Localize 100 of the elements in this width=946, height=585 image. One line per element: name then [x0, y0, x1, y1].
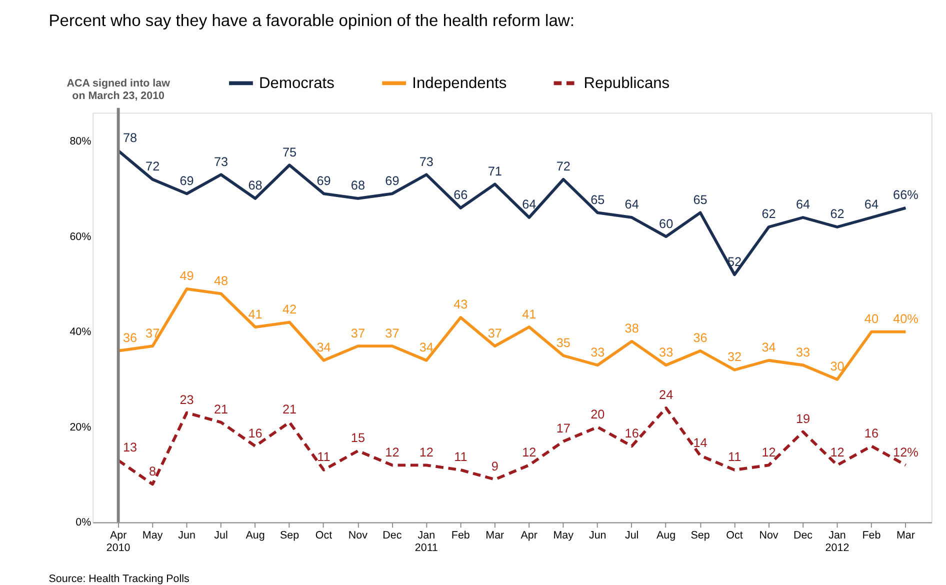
x-tick-label: May	[553, 529, 574, 542]
data-label: 64	[796, 198, 810, 212]
x-tick-label: Nov	[348, 529, 368, 542]
data-label: 16	[864, 426, 878, 440]
x-tick-label: Feb	[451, 529, 470, 542]
data-label: 36	[693, 331, 708, 346]
data-label: 12%	[893, 445, 918, 460]
data-label: 71	[488, 164, 502, 178]
data-label: 62	[762, 207, 776, 222]
x-tick-label: Jul	[214, 529, 228, 542]
x-tick-label: Jan 2012	[825, 529, 850, 554]
x-tick-label: Sep	[280, 529, 300, 542]
x-tick-label: Aug	[656, 529, 676, 542]
x-tick-label: Oct	[726, 529, 743, 542]
data-label: 24	[659, 388, 674, 402]
ref-line-label: ACA signed into law on March 23, 2010	[66, 77, 171, 102]
legend-label: Democrats	[259, 75, 335, 92]
x-tick-label: Apr 2010	[106, 529, 130, 554]
data-label: 48	[214, 274, 228, 288]
data-label: 21	[214, 402, 228, 417]
data-label: 68	[350, 178, 365, 193]
data-label: 16	[248, 426, 262, 440]
data-label: 8	[149, 464, 156, 478]
x-tick-label: Jul	[624, 529, 639, 542]
data-label: 73	[214, 154, 228, 169]
data-label: 60	[659, 216, 674, 231]
data-label: 11	[454, 450, 468, 464]
data-label: 14	[693, 436, 708, 450]
data-label: 9	[491, 460, 498, 474]
x-tick-label: Sep	[690, 529, 710, 542]
data-label: 69	[180, 174, 194, 188]
data-label: 33	[659, 345, 674, 360]
data-label: 21	[282, 402, 297, 417]
source-note: Source: Health Tracking Polls	[48, 572, 190, 585]
data-label: 69	[385, 174, 400, 188]
data-label: 64	[522, 198, 536, 212]
data-label: 65	[590, 192, 605, 207]
x-tick-label: Mar	[896, 529, 916, 542]
x-tick-label: Dec	[793, 529, 814, 542]
data-label: 66	[454, 188, 468, 202]
data-label: 17	[556, 422, 570, 436]
data-label: 15	[350, 431, 365, 446]
data-label: 64	[864, 198, 878, 212]
x-tick-label: Aug	[246, 529, 265, 542]
y-tick-label: 20%	[70, 421, 92, 434]
data-label: 68	[248, 178, 262, 193]
data-label: 66%	[893, 188, 918, 202]
x-tick-label: May	[142, 529, 164, 542]
data-label: 40%	[893, 312, 918, 326]
data-label: 37	[385, 326, 400, 340]
data-label: 69	[316, 174, 331, 188]
x-tick-label: Jun	[178, 529, 196, 542]
data-label: 62	[830, 207, 844, 222]
data-label: 72	[146, 160, 160, 174]
x-tick-label: Jan 2011	[414, 529, 438, 554]
x-tick-label: Mar	[486, 529, 505, 542]
data-label: 12	[522, 445, 536, 460]
data-label: 34	[762, 340, 776, 355]
data-label: 34	[419, 340, 434, 355]
data-label: 65	[693, 192, 708, 207]
data-label: 23	[180, 392, 194, 407]
data-label: 12	[385, 445, 400, 460]
legend-label: Republicans	[584, 75, 670, 92]
data-label: 20	[590, 407, 605, 422]
data-label: 64	[624, 198, 639, 212]
data-label: 72	[556, 160, 570, 174]
x-tick-label: Nov	[759, 529, 779, 542]
data-label: 42	[282, 302, 297, 316]
x-tick-label: Jun	[588, 529, 606, 542]
data-label: 37	[146, 326, 160, 340]
y-tick-label: 40%	[70, 326, 92, 338]
data-label: 12	[830, 445, 844, 460]
x-tick-label: Apr	[520, 529, 538, 542]
data-label: 43	[454, 298, 468, 312]
y-tick-label: 0%	[76, 516, 92, 529]
data-label: 19	[796, 412, 810, 426]
data-label: 49	[180, 269, 194, 284]
data-label: 37	[350, 326, 365, 340]
data-label: 32	[727, 350, 742, 364]
data-label: 11	[317, 450, 330, 464]
data-label: 16	[624, 426, 639, 440]
data-label: 75	[282, 145, 297, 160]
legend-label: Independents	[412, 75, 507, 92]
data-label: 13	[122, 440, 138, 455]
data-label: 73	[419, 154, 434, 169]
y-tick-label: 80%	[70, 136, 92, 148]
data-label: 33	[796, 345, 810, 360]
data-label: 12	[762, 445, 776, 460]
data-label: 41	[522, 307, 536, 322]
data-label: 38	[624, 322, 639, 336]
data-label: 41	[248, 307, 262, 322]
data-label: 78	[122, 131, 138, 146]
y-tick-label: 60%	[70, 230, 92, 243]
data-label: 30	[830, 360, 844, 374]
data-label: 37	[488, 326, 502, 340]
data-label: 11	[728, 450, 742, 464]
data-label: 34	[316, 340, 331, 355]
x-tick-label: Oct	[315, 529, 332, 542]
data-label: 35	[556, 336, 570, 350]
data-label: 33	[590, 345, 605, 360]
